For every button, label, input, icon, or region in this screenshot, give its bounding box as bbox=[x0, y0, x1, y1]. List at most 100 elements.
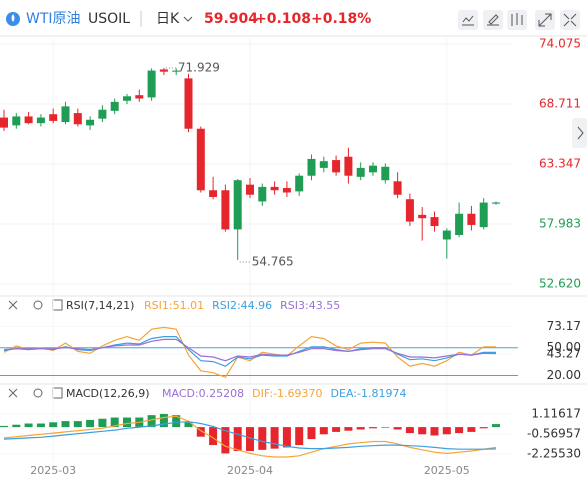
rsi-line bbox=[3, 336, 497, 367]
candle-body bbox=[467, 213, 476, 225]
macd-bar bbox=[159, 413, 168, 428]
macd-bar bbox=[86, 419, 95, 428]
legend-entry: RSI2:44.96 bbox=[212, 299, 272, 312]
toolbar bbox=[458, 10, 580, 30]
macd-bar bbox=[295, 427, 304, 446]
candle-body bbox=[172, 70, 181, 72]
macd-bar bbox=[49, 422, 58, 428]
macd-bar bbox=[246, 427, 254, 452]
macd-bar bbox=[369, 427, 377, 429]
y-tick-label: 52.620 bbox=[539, 277, 581, 291]
tool-indicator-icon bbox=[462, 15, 474, 26]
y-tick-label: 63.347 bbox=[539, 157, 581, 171]
macd-bar bbox=[147, 415, 156, 428]
macd-bar bbox=[344, 427, 353, 431]
candle-body bbox=[246, 184, 254, 195]
macd-bar bbox=[319, 427, 328, 435]
tool-fullscreen[interactable] bbox=[560, 10, 580, 30]
candle-body bbox=[344, 156, 353, 176]
y-tick-label: -0.56957 bbox=[527, 426, 581, 440]
candle-body bbox=[12, 116, 21, 126]
candle-body bbox=[270, 186, 279, 191]
candle-body bbox=[159, 69, 168, 72]
macd-bar bbox=[209, 427, 218, 446]
candle-body bbox=[418, 214, 427, 219]
candle-body bbox=[479, 202, 488, 228]
period[interactable]: 日K bbox=[156, 11, 180, 27]
x-tick-label: 2025-03 bbox=[30, 464, 76, 477]
tool-draw-icon bbox=[487, 14, 499, 26]
rsi-line bbox=[3, 338, 497, 362]
macd-bar bbox=[492, 424, 500, 428]
y-tick-label: 57.983 bbox=[539, 217, 581, 231]
y-tick-label: 50.00 bbox=[547, 340, 581, 354]
candle-body bbox=[209, 190, 218, 197]
macd-bar bbox=[258, 427, 267, 450]
macd-bar bbox=[442, 427, 451, 435]
symbol-icon-drop bbox=[11, 14, 15, 22]
candle-body bbox=[135, 95, 144, 99]
candle-body bbox=[282, 188, 291, 193]
legend-entry: RSI3:43.55 bbox=[280, 299, 340, 312]
candle-body bbox=[184, 78, 193, 129]
candle-body bbox=[381, 166, 390, 181]
low-annotation: 54.765 bbox=[252, 255, 294, 269]
candle-body bbox=[73, 113, 82, 125]
y-tick-label: 20.00 bbox=[547, 368, 581, 382]
macd-toggle[interactable] bbox=[52, 387, 63, 399]
macd-bar bbox=[196, 427, 205, 437]
macd-bar bbox=[12, 424, 21, 428]
macd-bar bbox=[36, 423, 45, 428]
side-toggle-icon bbox=[577, 126, 584, 140]
macd-line bbox=[3, 415, 497, 458]
candle-body bbox=[430, 217, 439, 227]
candle-body bbox=[455, 213, 464, 236]
rsi-close[interactable] bbox=[8, 300, 18, 310]
legend-entry: MACD:0.25208 bbox=[162, 387, 244, 400]
candle-body bbox=[332, 160, 341, 173]
candle-body bbox=[221, 190, 230, 230]
candle-body bbox=[233, 180, 242, 230]
macd-bar bbox=[381, 427, 390, 428]
candle-body bbox=[295, 175, 304, 192]
tool-expand-icon bbox=[538, 13, 552, 27]
tool-fullscreen-icon bbox=[563, 13, 577, 27]
side-toggle[interactable] bbox=[572, 118, 587, 148]
candle-body bbox=[36, 117, 45, 124]
macd-bar bbox=[282, 427, 291, 448]
macd-bar bbox=[356, 427, 365, 430]
legend-entry: RSI1:51.01 bbox=[144, 299, 204, 312]
macd-close[interactable] bbox=[8, 388, 18, 398]
macd-bar bbox=[61, 421, 70, 428]
tool-candle-icon bbox=[511, 13, 523, 26]
tool-draw[interactable] bbox=[483, 10, 503, 30]
candle-body bbox=[49, 114, 58, 121]
symbol-name[interactable]: WTI原油 bbox=[26, 11, 81, 27]
macd-bar bbox=[332, 427, 341, 432]
candle-body bbox=[61, 106, 70, 123]
last-price: 59.904 bbox=[204, 11, 258, 27]
macd-bar bbox=[405, 427, 414, 434]
x-tick-label: 2025-04 bbox=[227, 464, 273, 477]
macd-bar bbox=[172, 415, 181, 428]
candle-body bbox=[405, 199, 414, 222]
macd-settings[interactable] bbox=[33, 388, 43, 398]
macd-bar bbox=[123, 417, 131, 428]
high-annotation: 71.929 bbox=[178, 61, 220, 75]
price-change: +0.108 bbox=[255, 11, 311, 27]
candle-body bbox=[442, 230, 451, 240]
macd-tools bbox=[8, 387, 63, 399]
candle-body bbox=[258, 186, 267, 202]
candle-body bbox=[393, 181, 402, 195]
candle-body bbox=[0, 117, 8, 128]
symbol-code: USOIL bbox=[88, 11, 130, 27]
macd-bar bbox=[98, 418, 107, 428]
candle-body bbox=[147, 70, 156, 98]
rsi-toggle[interactable] bbox=[52, 299, 63, 311]
macd-bar bbox=[393, 427, 402, 430]
candle-body bbox=[492, 202, 500, 204]
rsi-settings[interactable] bbox=[33, 300, 43, 310]
y-tick-label: 1.11617 bbox=[531, 406, 581, 420]
legend-entry: DEA:-1.81974 bbox=[331, 387, 407, 400]
candle-body bbox=[356, 167, 365, 177]
